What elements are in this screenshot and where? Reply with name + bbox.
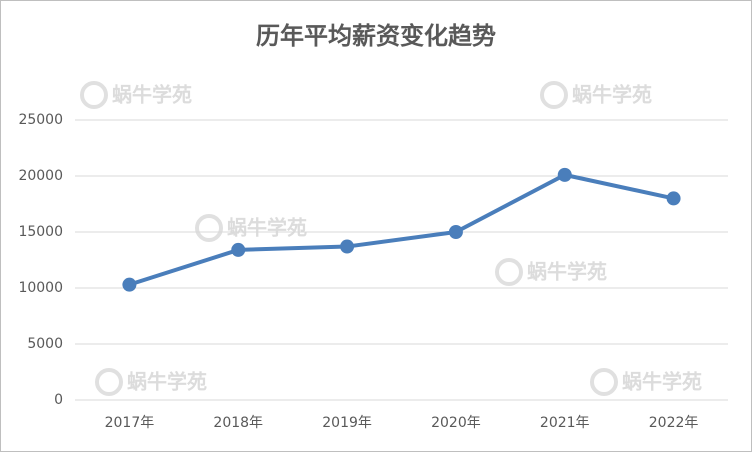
watermark: 蜗牛学苑: [112, 83, 192, 107]
x-tick-label: 2022年: [649, 415, 699, 431]
watermark: 蜗牛学苑: [127, 370, 207, 394]
x-tick-label: 2021年: [540, 415, 590, 431]
watermark-icon: [80, 81, 108, 109]
y-tick-label: 20000: [18, 168, 63, 184]
marker: [340, 239, 355, 254]
marker: [557, 167, 572, 182]
watermark: 蜗牛学苑: [572, 83, 652, 107]
y-tick-label: 15000: [18, 224, 63, 240]
y-tick-label: 25000: [18, 112, 63, 128]
watermark-icon: [540, 81, 568, 109]
line: [128, 172, 675, 287]
y-tick-label: 5000: [27, 336, 63, 352]
watermark-icon: [195, 214, 223, 242]
x-tick-label: 2019年: [322, 415, 372, 431]
x-tick-label: 2020年: [431, 415, 481, 431]
watermark: 蜗牛学苑: [527, 260, 607, 284]
marker: [448, 225, 463, 239]
chart-title: 历年平均薪资变化趋势: [256, 22, 496, 50]
watermark-icon: [495, 258, 523, 286]
x-tick-label: 2018年: [213, 415, 263, 431]
watermark-icon: [590, 368, 618, 396]
watermark-icon: [95, 368, 123, 396]
y-tick-label: 10000: [18, 280, 63, 296]
x-tick-label: 2017年: [105, 415, 155, 431]
watermark: 蜗牛学苑: [622, 370, 702, 394]
marker: [122, 277, 137, 292]
marker: [231, 242, 246, 257]
marker: [666, 191, 681, 206]
watermark: 蜗牛学苑: [227, 216, 307, 240]
y-tick-label: 0: [54, 392, 63, 408]
